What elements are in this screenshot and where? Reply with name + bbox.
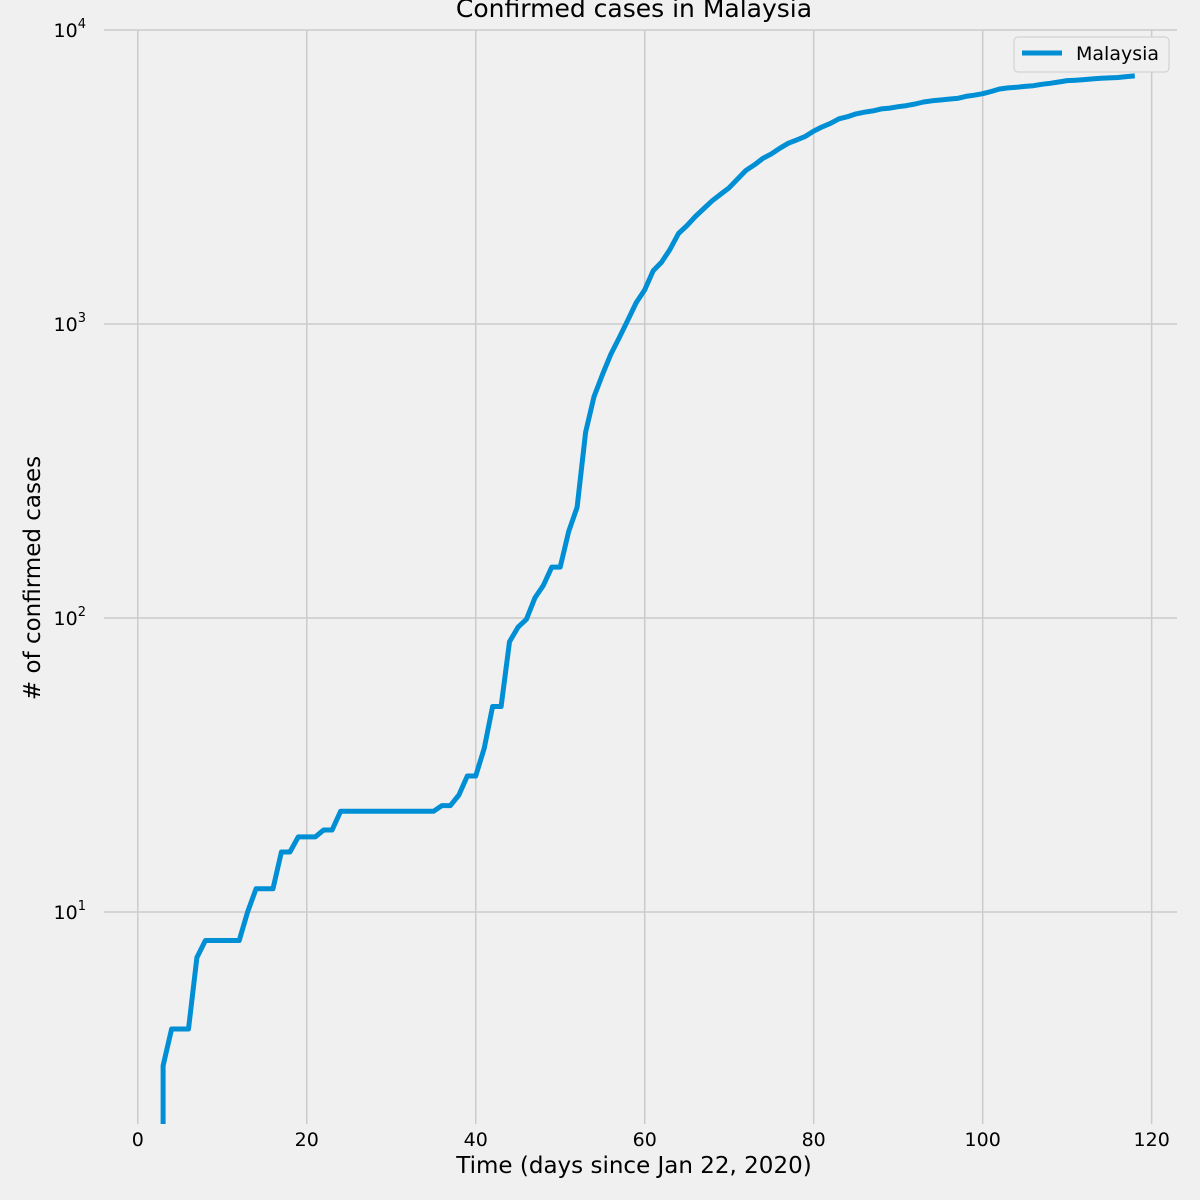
x-axis-title: Time (days since Jan 22, 2020) <box>455 1153 811 1179</box>
grid <box>104 29 1177 1124</box>
y-tick-label: 101 <box>54 899 86 924</box>
x-tick-label: 80 <box>802 1129 826 1151</box>
y-tick-label: 104 <box>54 17 86 42</box>
x-tick-labels: 0 20 40 60 80 100 120 <box>132 1129 1170 1151</box>
x-tick-label: 120 <box>1134 1129 1170 1151</box>
y-axis-title: # of confirmed cases <box>20 456 46 700</box>
y-tick-label: 103 <box>54 311 86 336</box>
x-tick-label: 60 <box>633 1129 657 1151</box>
x-tick-label: 100 <box>965 1129 1001 1151</box>
legend-label-malaysia: Malaysia <box>1076 43 1159 65</box>
chart-title: Confirmed cases in Malaysia <box>456 0 812 23</box>
x-tick-label: 20 <box>295 1129 319 1151</box>
x-tick-label: 0 <box>132 1129 144 1151</box>
y-tick-label: 102 <box>54 605 86 630</box>
legend-box <box>1013 36 1170 73</box>
legend: Malaysia <box>1013 36 1170 73</box>
series-layer <box>160 73 1136 1124</box>
series-line-malaysia <box>160 73 1136 1124</box>
y-tick-labels: 101 102 103 104 <box>54 17 86 924</box>
x-tick-label: 40 <box>464 1129 488 1151</box>
